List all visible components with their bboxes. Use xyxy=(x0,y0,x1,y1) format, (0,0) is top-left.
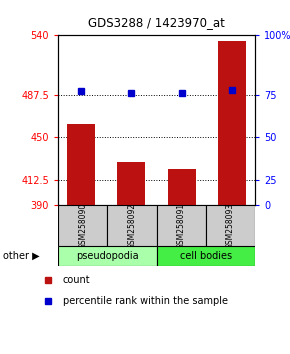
Text: pseudopodia: pseudopodia xyxy=(76,251,139,261)
FancyBboxPatch shape xyxy=(206,205,255,246)
Text: count: count xyxy=(63,275,90,285)
Text: GDS3288 / 1423970_at: GDS3288 / 1423970_at xyxy=(88,17,225,29)
FancyBboxPatch shape xyxy=(107,205,157,246)
FancyBboxPatch shape xyxy=(58,246,157,266)
FancyBboxPatch shape xyxy=(157,246,255,266)
Text: percentile rank within the sample: percentile rank within the sample xyxy=(63,296,228,306)
Text: GSM258091: GSM258091 xyxy=(177,202,186,249)
Text: cell bodies: cell bodies xyxy=(180,251,232,261)
FancyBboxPatch shape xyxy=(157,205,206,246)
Text: GSM258092: GSM258092 xyxy=(127,202,137,249)
FancyBboxPatch shape xyxy=(58,205,107,246)
Bar xyxy=(67,124,95,205)
Text: GSM258090: GSM258090 xyxy=(78,202,87,249)
Bar xyxy=(117,162,145,205)
Text: GSM258093: GSM258093 xyxy=(226,202,235,249)
Bar xyxy=(168,169,196,205)
Text: other ▶: other ▶ xyxy=(3,251,39,261)
Bar xyxy=(218,41,246,205)
